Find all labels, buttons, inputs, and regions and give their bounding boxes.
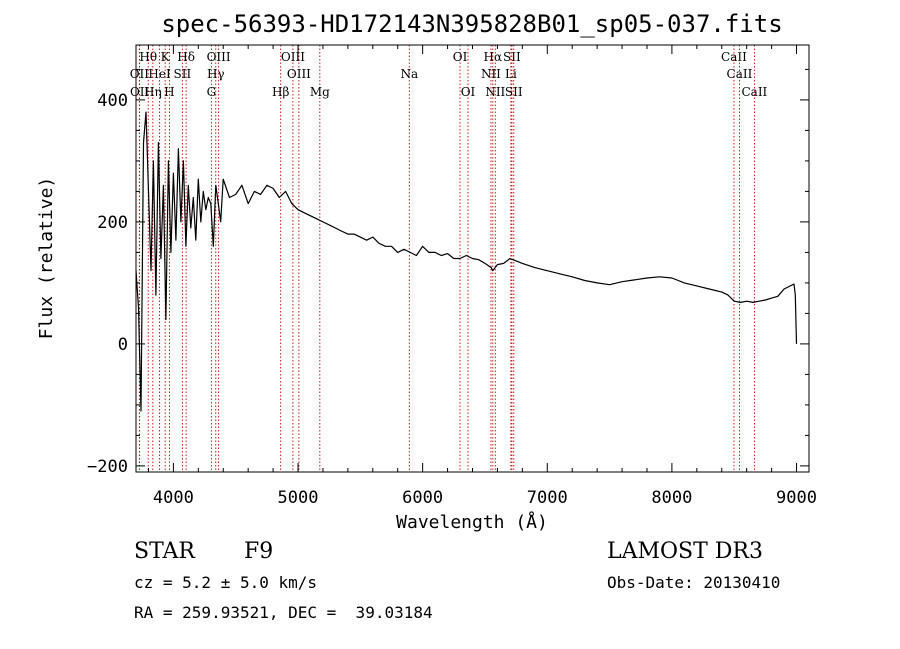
x-tick-label: 5000 <box>278 488 319 508</box>
spectral-line-label: OII <box>130 85 150 99</box>
survey-name: LAMOST DR3 <box>607 539 763 564</box>
coordinates: RA = 259.93521, DEC = 39.03184 <box>134 603 433 622</box>
spectral-line-label: CaII <box>727 67 753 81</box>
spectral-line-label: Hθ <box>139 50 157 64</box>
x-tick-label: 7000 <box>527 488 568 508</box>
spectral-line-label: Hη <box>144 85 162 99</box>
spectral-line-label: K <box>161 50 171 64</box>
flux-series-line <box>135 111 798 412</box>
x-tick-label: 9000 <box>776 488 817 508</box>
x-tick-label: 4000 <box>153 488 194 508</box>
x-tick-label: 6000 <box>402 488 443 508</box>
spectral-line-label: NII <box>481 67 501 81</box>
spectral-line-label: OIII <box>281 50 305 64</box>
spectral-line-label: OIII <box>287 67 311 81</box>
y-tick-label: 400 <box>97 91 128 111</box>
spectral-line-label: CaII <box>741 85 767 99</box>
spectral-line-label: G <box>207 85 217 99</box>
y-tick-label: −200 <box>87 457 128 477</box>
spectral-line-label: Hβ <box>272 85 289 99</box>
spectral-line-label: Hα <box>484 50 503 64</box>
x-axis: 4000 5000 6000 7000 8000 9000 <box>147 45 817 508</box>
spectral-line-label: SII <box>503 50 521 64</box>
spectral-line-label: HeI <box>148 67 171 81</box>
spectral-line-label: H <box>164 85 174 99</box>
y-tick-label: 0 <box>118 335 128 355</box>
chart-title: spec-56393-HD172143N395828B01_sp05-037.f… <box>161 10 782 38</box>
spectral-line-label: CaII <box>721 50 747 64</box>
spectral-line-label: Mg <box>310 85 330 99</box>
y-tick-label: 200 <box>97 213 128 233</box>
spectral-line-label: SII <box>174 67 192 81</box>
spectral-line-label: OI <box>453 50 468 64</box>
spectral-line-label: OI <box>461 85 476 99</box>
y-axis: −200 0 200 400 <box>87 68 809 477</box>
spectral-subclass: F9 <box>244 539 274 564</box>
redshift-value: cz = 5.2 ± 5.0 km/s <box>134 573 318 592</box>
object-type: STAR <box>134 539 195 564</box>
spectral-line-label: Hγ <box>207 67 225 81</box>
spectral-line-label: SII <box>505 85 523 99</box>
x-axis-label: Wavelength (Å) <box>396 511 548 533</box>
spectral-line-label: Na <box>400 67 418 81</box>
observation-date: Obs-Date: 20130410 <box>607 573 781 592</box>
spectral-line-label: Li <box>505 67 517 81</box>
y-axis-label: Flux (relative) <box>36 177 57 340</box>
spectral-line-label: Hδ <box>177 50 195 64</box>
spectral-line-label: NII <box>485 85 505 99</box>
x-tick-label: 8000 <box>651 488 692 508</box>
spectral-line-label: OIII <box>207 50 231 64</box>
